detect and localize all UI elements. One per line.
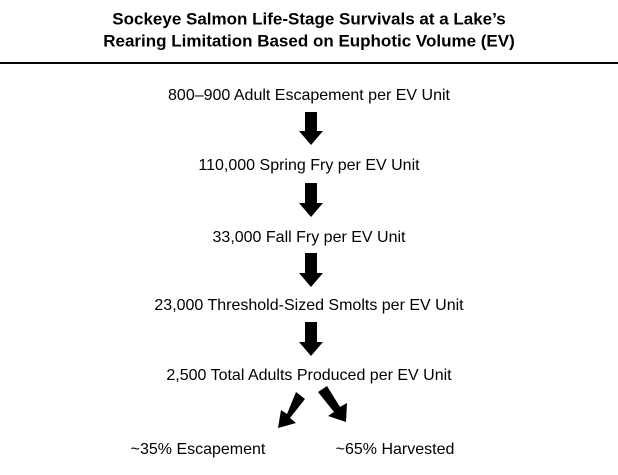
stage-label: 2,500 Total Adults Produced per EV Unit: [166, 367, 452, 384]
title-line: Rearing Limitation Based on Euphotic Vol…: [103, 31, 515, 50]
arrow: [318, 386, 347, 422]
arrow: [299, 112, 323, 145]
arrow: [299, 183, 323, 217]
arrow: [299, 253, 323, 287]
arrow: [299, 322, 323, 356]
outcome-label: ~65% Harvested: [336, 441, 455, 458]
outcome-label: ~35% Escapement: [131, 441, 266, 458]
stage-label: 110,000 Spring Fry per EV Unit: [198, 157, 420, 174]
arrows: [278, 112, 347, 428]
arrow: [278, 392, 305, 428]
title-line: Sockeye Salmon Life-Stage Survivals at a…: [112, 9, 505, 28]
stage-label: 23,000 Threshold-Sized Smolts per EV Uni…: [154, 297, 464, 314]
stage-label: 33,000 Fall Fry per EV Unit: [213, 229, 407, 246]
stage-label: 800–900 Adult Escapement per EV Unit: [168, 87, 451, 104]
